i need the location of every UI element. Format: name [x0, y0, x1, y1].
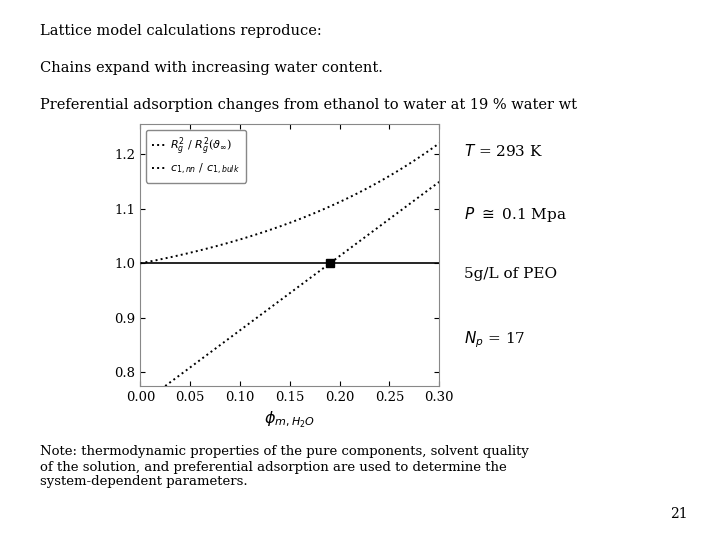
Legend: $R_g^2$ / $R_g^2$($\vartheta_{\infty}$), $c_{1,nn}$ / $c_{1,bulk}$: $R_g^2$ / $R_g^2$($\vartheta_{\infty}$),…	[146, 130, 246, 183]
Text: $P$ $\cong$ 0.1 Mpa: $P$ $\cong$ 0.1 Mpa	[464, 205, 567, 224]
Text: $N_p$ = 17: $N_p$ = 17	[464, 329, 526, 350]
Text: Chains expand with increasing water content.: Chains expand with increasing water cont…	[40, 61, 382, 75]
Text: Note: thermodynamic properties of the pure components, solvent quality
of the so: Note: thermodynamic properties of the pu…	[40, 446, 528, 489]
X-axis label: $\phi_{m,H_2O}$: $\phi_{m,H_2O}$	[264, 409, 315, 430]
Text: Lattice model calculations reproduce:: Lattice model calculations reproduce:	[40, 24, 321, 38]
Text: Preferential adsorption changes from ethanol to water at 19 % water wt: Preferential adsorption changes from eth…	[40, 98, 577, 112]
Text: 21: 21	[670, 507, 688, 521]
Text: 5g/L of PEO: 5g/L of PEO	[464, 267, 557, 281]
Text: $T$ = 293 K: $T$ = 293 K	[464, 143, 544, 159]
